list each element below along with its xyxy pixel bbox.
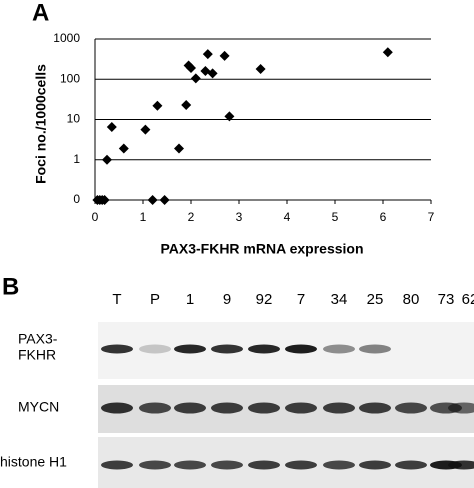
point bbox=[118, 143, 129, 154]
row-label: FKHR bbox=[18, 347, 56, 363]
point bbox=[224, 111, 235, 122]
band bbox=[359, 460, 391, 470]
x-tick-label: 1 bbox=[140, 210, 147, 224]
y-tick-label: 10 bbox=[67, 112, 81, 126]
y-tick-label: 1 bbox=[73, 152, 80, 166]
band bbox=[359, 402, 391, 414]
band bbox=[248, 460, 280, 470]
panel-label: B bbox=[2, 273, 19, 300]
lane-label: 25 bbox=[367, 291, 384, 308]
panel-label: A bbox=[32, 0, 49, 26]
band bbox=[323, 460, 355, 470]
point bbox=[219, 50, 230, 61]
band bbox=[139, 460, 171, 470]
band bbox=[448, 402, 474, 414]
band bbox=[323, 402, 355, 414]
band bbox=[101, 344, 133, 354]
band bbox=[101, 402, 133, 414]
x-tick-label: 7 bbox=[428, 210, 435, 224]
band bbox=[139, 402, 171, 414]
band bbox=[448, 460, 474, 470]
band bbox=[323, 344, 355, 354]
point bbox=[99, 195, 110, 205]
x-tick-label: 5 bbox=[332, 210, 339, 224]
band bbox=[395, 402, 427, 414]
band bbox=[248, 402, 280, 414]
lane-label: 34 bbox=[331, 291, 348, 308]
point bbox=[174, 143, 184, 154]
lane-label: 9 bbox=[223, 291, 231, 308]
band bbox=[211, 402, 243, 414]
band bbox=[285, 344, 317, 354]
point bbox=[186, 63, 196, 74]
point bbox=[152, 100, 163, 111]
point bbox=[102, 154, 112, 165]
lane-label: P bbox=[150, 291, 160, 308]
x-tick-label: 6 bbox=[380, 210, 387, 224]
row-label: PAX3- bbox=[18, 331, 58, 347]
point bbox=[147, 195, 158, 205]
y-tick-label: 0 bbox=[73, 192, 80, 206]
band bbox=[174, 402, 206, 414]
lane-label: 62 bbox=[462, 291, 474, 308]
y-axis-title: Foci no./1000cells bbox=[33, 64, 49, 184]
x-tick-label: 2 bbox=[188, 210, 195, 224]
row-label: histone H1 bbox=[0, 454, 67, 470]
band bbox=[285, 460, 317, 470]
band bbox=[139, 344, 171, 354]
lane-label: 7 bbox=[297, 291, 305, 308]
y-tick-label: 1000 bbox=[53, 31, 80, 45]
point bbox=[382, 47, 393, 58]
lane-label: 1 bbox=[186, 291, 194, 308]
point bbox=[181, 99, 192, 110]
band bbox=[174, 344, 206, 354]
point bbox=[207, 68, 218, 79]
western-blot bbox=[98, 322, 474, 488]
point bbox=[159, 195, 170, 205]
point bbox=[106, 122, 117, 133]
x-tick-label: 4 bbox=[284, 210, 291, 224]
band bbox=[211, 344, 243, 354]
lane-label: 92 bbox=[256, 291, 273, 308]
x-tick-label: 0 bbox=[92, 210, 99, 224]
lane-label: 73 bbox=[438, 291, 455, 308]
lane-label: T bbox=[112, 291, 121, 308]
point bbox=[255, 63, 266, 74]
band bbox=[359, 344, 391, 354]
band bbox=[395, 460, 427, 470]
point bbox=[190, 73, 201, 84]
lane-label: 80 bbox=[403, 291, 420, 308]
point bbox=[202, 49, 213, 60]
row-label: MYCN bbox=[18, 399, 59, 415]
band bbox=[248, 344, 280, 354]
y-tick-label: 100 bbox=[60, 71, 80, 85]
band bbox=[101, 460, 133, 470]
band bbox=[211, 460, 243, 470]
x-axis-title: PAX3-FKHR mRNA expression bbox=[160, 241, 363, 257]
band bbox=[285, 402, 317, 414]
band bbox=[174, 460, 206, 470]
x-tick-label: 3 bbox=[236, 210, 243, 224]
point bbox=[140, 124, 151, 135]
